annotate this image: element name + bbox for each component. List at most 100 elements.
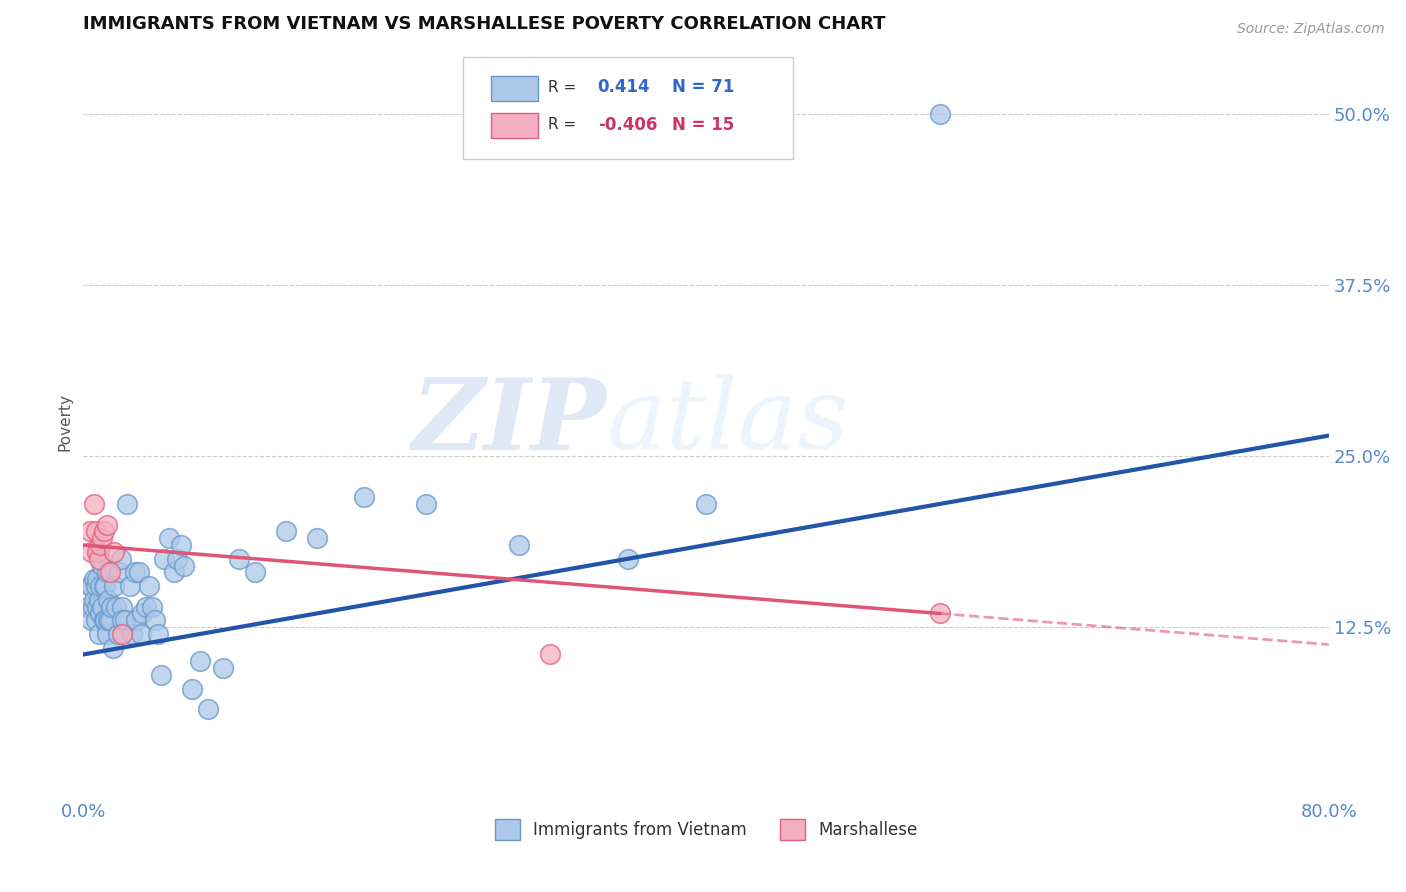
Point	[93, 524, 115, 539]
Point	[79, 579, 101, 593]
Point	[89, 607, 111, 621]
Point	[143, 613, 166, 627]
Text: Source: ZipAtlas.com: Source: ZipAtlas.com	[1237, 22, 1385, 37]
Point	[135, 599, 157, 614]
Point	[128, 566, 150, 580]
Point	[84, 579, 107, 593]
Point	[928, 107, 950, 121]
Point	[125, 613, 148, 627]
Point	[84, 524, 107, 539]
Point	[115, 497, 138, 511]
Point	[508, 538, 530, 552]
Y-axis label: Poverty: Poverty	[58, 392, 72, 450]
Point	[162, 566, 184, 580]
Point	[170, 538, 193, 552]
Point	[131, 607, 153, 621]
Point	[111, 627, 134, 641]
Text: IMMIGRANTS FROM VIETNAM VS MARSHALLESE POVERTY CORRELATION CHART: IMMIGRANTS FROM VIETNAM VS MARSHALLESE P…	[83, 15, 886, 33]
Point	[415, 497, 437, 511]
Point	[153, 551, 176, 566]
Point	[83, 572, 105, 586]
Point	[91, 599, 114, 614]
Point	[228, 551, 250, 566]
Point	[114, 613, 136, 627]
Point	[212, 661, 235, 675]
Text: N = 15: N = 15	[672, 116, 735, 134]
Legend: Immigrants from Vietnam, Marshallese: Immigrants from Vietnam, Marshallese	[488, 813, 924, 847]
Point	[100, 599, 122, 614]
Point	[79, 524, 101, 539]
Text: -0.406: -0.406	[598, 116, 657, 134]
Text: 0.414: 0.414	[598, 78, 651, 96]
Text: atlas: atlas	[606, 375, 849, 469]
Point	[80, 613, 103, 627]
Point	[83, 592, 105, 607]
Bar	[491, 113, 538, 138]
Point	[86, 572, 108, 586]
Point	[86, 599, 108, 614]
Point	[146, 627, 169, 641]
Point	[87, 627, 110, 641]
Point	[150, 668, 173, 682]
Bar	[491, 76, 538, 101]
Point	[82, 599, 104, 614]
Point	[617, 551, 640, 566]
Point	[118, 579, 141, 593]
Point	[86, 545, 108, 559]
Point	[98, 613, 121, 627]
Point	[80, 579, 103, 593]
Point	[173, 558, 195, 573]
Text: R =: R =	[548, 117, 576, 132]
Point	[97, 613, 120, 627]
Point	[129, 627, 152, 641]
Point	[111, 613, 134, 627]
Point	[928, 607, 950, 621]
Point	[695, 497, 717, 511]
Point	[93, 579, 115, 593]
Point	[89, 538, 111, 552]
Point	[89, 579, 111, 593]
Point	[243, 566, 266, 580]
Point	[94, 613, 117, 627]
Point	[305, 531, 328, 545]
Point	[80, 545, 103, 559]
Point	[538, 648, 561, 662]
Point	[77, 599, 100, 614]
Text: R =: R =	[548, 79, 576, 95]
Point	[93, 613, 115, 627]
Point	[124, 566, 146, 580]
Point	[103, 545, 125, 559]
Point	[138, 579, 160, 593]
Point	[98, 566, 121, 580]
Point	[84, 613, 107, 627]
Point	[96, 566, 118, 580]
Point	[188, 654, 211, 668]
Point	[83, 497, 105, 511]
Point	[166, 551, 188, 566]
Point	[141, 599, 163, 614]
Point	[103, 579, 125, 593]
Point	[96, 627, 118, 641]
Point	[111, 599, 134, 614]
Point	[97, 592, 120, 607]
Point	[91, 531, 114, 545]
Point	[107, 627, 129, 641]
Point	[101, 640, 124, 655]
Point	[87, 545, 110, 559]
Point	[94, 579, 117, 593]
Point	[197, 702, 219, 716]
Text: ZIP: ZIP	[412, 374, 606, 470]
Text: N = 71: N = 71	[672, 78, 735, 96]
Point	[353, 490, 375, 504]
Point	[274, 524, 297, 539]
Point	[108, 566, 131, 580]
FancyBboxPatch shape	[463, 57, 793, 159]
Point	[110, 551, 132, 566]
Point	[181, 681, 204, 696]
Point	[104, 599, 127, 614]
Point	[87, 551, 110, 566]
Point	[96, 517, 118, 532]
Point	[121, 627, 143, 641]
Point	[87, 592, 110, 607]
Point	[91, 558, 114, 573]
